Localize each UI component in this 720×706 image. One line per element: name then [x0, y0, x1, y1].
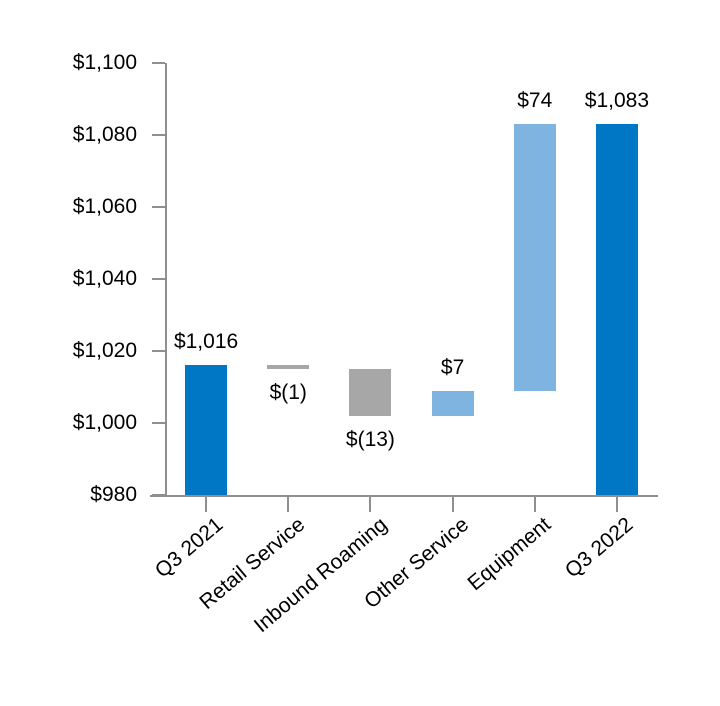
bar-value-label-other-service: $7	[440, 355, 465, 379]
y-axis-tick-label: $1,080	[72, 123, 137, 146]
x-tick-mark	[615, 497, 618, 512]
bar-q3-2021	[185, 365, 228, 495]
y-tick-mark	[152, 278, 165, 280]
y-tick-mark	[152, 62, 165, 64]
y-tick-mark	[152, 350, 165, 352]
bar-value-label-equipment: $74	[517, 89, 553, 113]
x-tick-mark	[205, 497, 208, 512]
y-axis-tick-label: $1,000	[72, 411, 137, 434]
y-tick-mark	[152, 134, 165, 136]
x-tick-mark	[451, 497, 454, 512]
y-tick-mark	[152, 494, 165, 496]
x-axis-label-q3-2022: Q3 2022	[561, 513, 638, 583]
y-tick-mark	[152, 422, 165, 424]
y-axis-tick-label: $1,020	[72, 339, 137, 362]
bar-value-label-inbound-roaming: $(13)	[345, 427, 395, 451]
y-axis-line	[165, 63, 167, 497]
x-tick-mark	[287, 497, 290, 512]
bar-value-label-q3-2022: $1,083	[584, 89, 650, 113]
bar-inbound-roaming	[349, 369, 392, 416]
x-axis-line	[150, 495, 658, 497]
bar-value-label-retail-service: $(1)	[269, 381, 307, 404]
bar-equipment	[513, 124, 556, 391]
bar-other-service	[431, 390, 474, 416]
x-axis-label-q3-2021: Q3 2021	[150, 513, 227, 583]
x-tick-mark	[369, 497, 372, 512]
x-tick-mark	[533, 497, 536, 512]
bar-q3-2022	[595, 124, 638, 495]
y-axis-tick-label: $1,060	[72, 195, 137, 218]
y-axis-tick-label: $1,100	[72, 51, 137, 74]
x-axis-label-equipment: Equipment	[463, 513, 556, 596]
bar-value-label-q3-2021: $1,016	[173, 330, 239, 354]
y-tick-mark	[152, 206, 165, 208]
y-axis-tick-label: $1,040	[72, 267, 137, 290]
bar-retail-service	[267, 365, 310, 369]
y-axis-tick-label: $980	[90, 483, 137, 506]
